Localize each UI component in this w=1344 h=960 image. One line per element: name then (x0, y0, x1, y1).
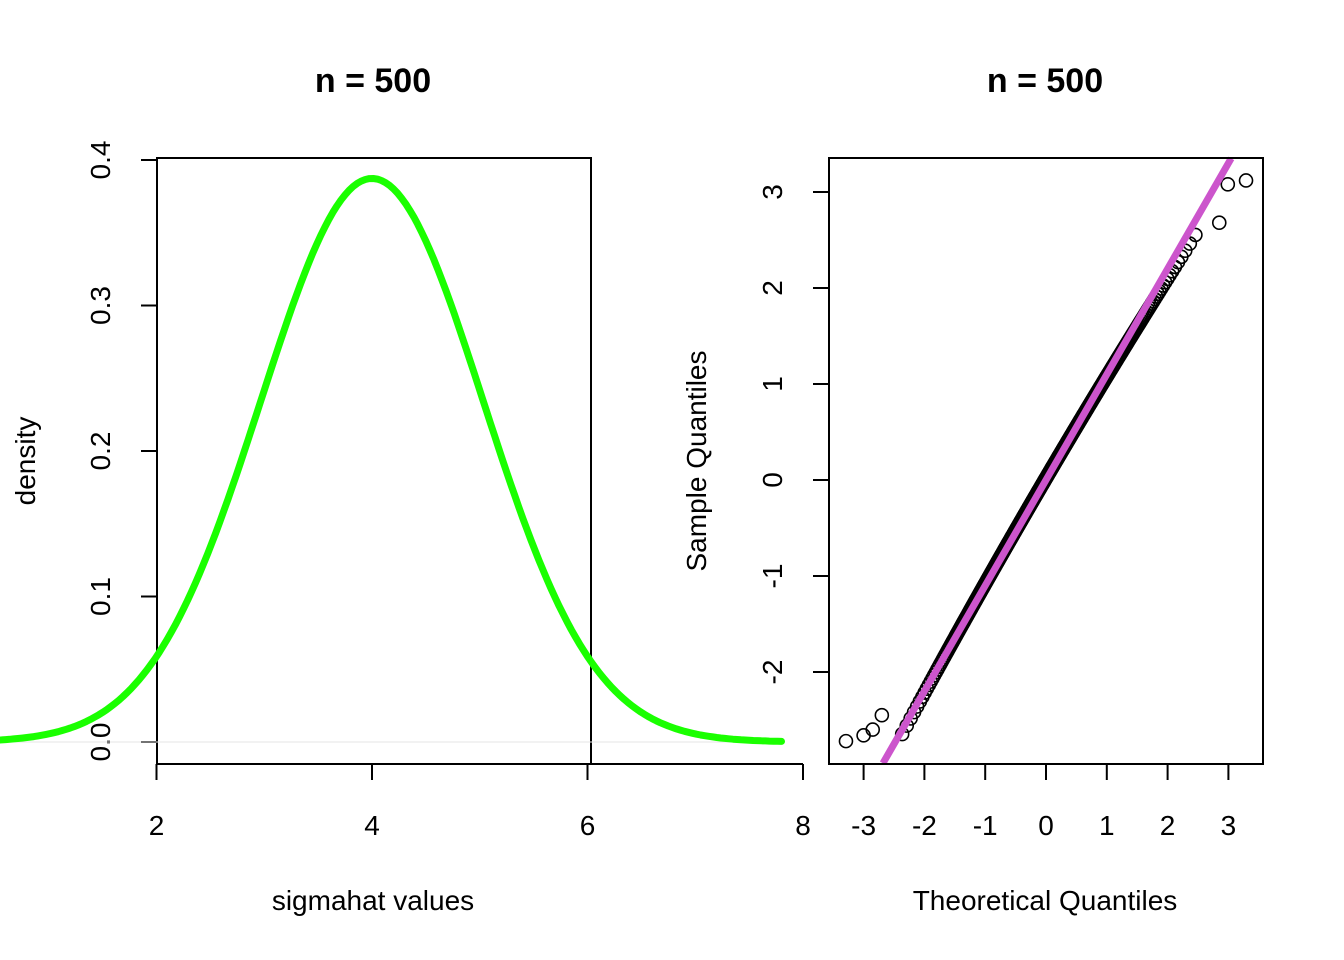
qq-point (874, 707, 890, 723)
density-y-tick-label: 0.4 (85, 141, 116, 180)
density-curve (0, 175, 785, 745)
density-x-label: sigmahat values (272, 885, 474, 916)
qq-x-label: Theoretical Quantiles (913, 885, 1178, 916)
qq-plot-box (828, 157, 1264, 765)
density-x-tick-label: 2 (149, 810, 165, 841)
qq-x-tick-label: -1 (973, 810, 998, 841)
qq-point (865, 722, 881, 737)
qq-x-axis: -3 -2 -1 0 1 2 3 (851, 763, 1237, 841)
qq-reference-line (879, 156, 1235, 765)
density-title: n = 500 (315, 62, 431, 100)
qq-point (838, 733, 854, 749)
qq-point (1211, 215, 1227, 231)
qq-x-tick-label: -2 (912, 810, 937, 841)
density-plot-box (156, 157, 592, 765)
qq-x-tick-label: 1 (1099, 810, 1115, 841)
qq-y-tick-label: 3 (757, 184, 788, 200)
qq-y-label: Sample Quantiles (681, 350, 712, 571)
qq-point (856, 728, 871, 743)
qq-point (1238, 173, 1254, 188)
qq-y-tick-label: 0 (757, 472, 788, 488)
qq-panel: n = 500 -3 -2 -1 0 1 2 3 -2 -1 0 1 2 3 Theoretical … (681, 62, 1264, 916)
qq-x-tick-label: -3 (851, 810, 876, 841)
density-y-axis: 0.00.10.20.30.4 (85, 141, 158, 761)
density-y-label: density (10, 417, 41, 506)
qq-x-tick-label: 2 (1160, 810, 1176, 841)
qq-title: n = 500 (987, 62, 1103, 100)
density-x-tick-label: 4 (364, 810, 380, 841)
qq-y-tick-label: 1 (757, 376, 788, 392)
qq-x-tick-label: 3 (1221, 810, 1237, 841)
qq-y-tick-label: -2 (757, 660, 788, 685)
density-y-tick-label: 0.1 (85, 577, 116, 616)
density-y-tick-label: 0.2 (85, 432, 116, 471)
qq-x-tick-label: 0 (1038, 810, 1054, 841)
qq-y-tick-label: 2 (757, 280, 788, 296)
density-x-axis: 2 4 6 8 (149, 763, 811, 841)
density-x-tick-label: 6 (580, 810, 596, 841)
density-y-tick-label: 0.3 (85, 286, 116, 325)
qq-y-axis: -2 -1 0 1 2 3 (757, 184, 830, 685)
density-x-tick-label: 8 (795, 810, 811, 841)
qq-point (1220, 177, 1236, 192)
qq-y-tick-label: -1 (757, 564, 788, 589)
qq-points (838, 173, 1254, 749)
